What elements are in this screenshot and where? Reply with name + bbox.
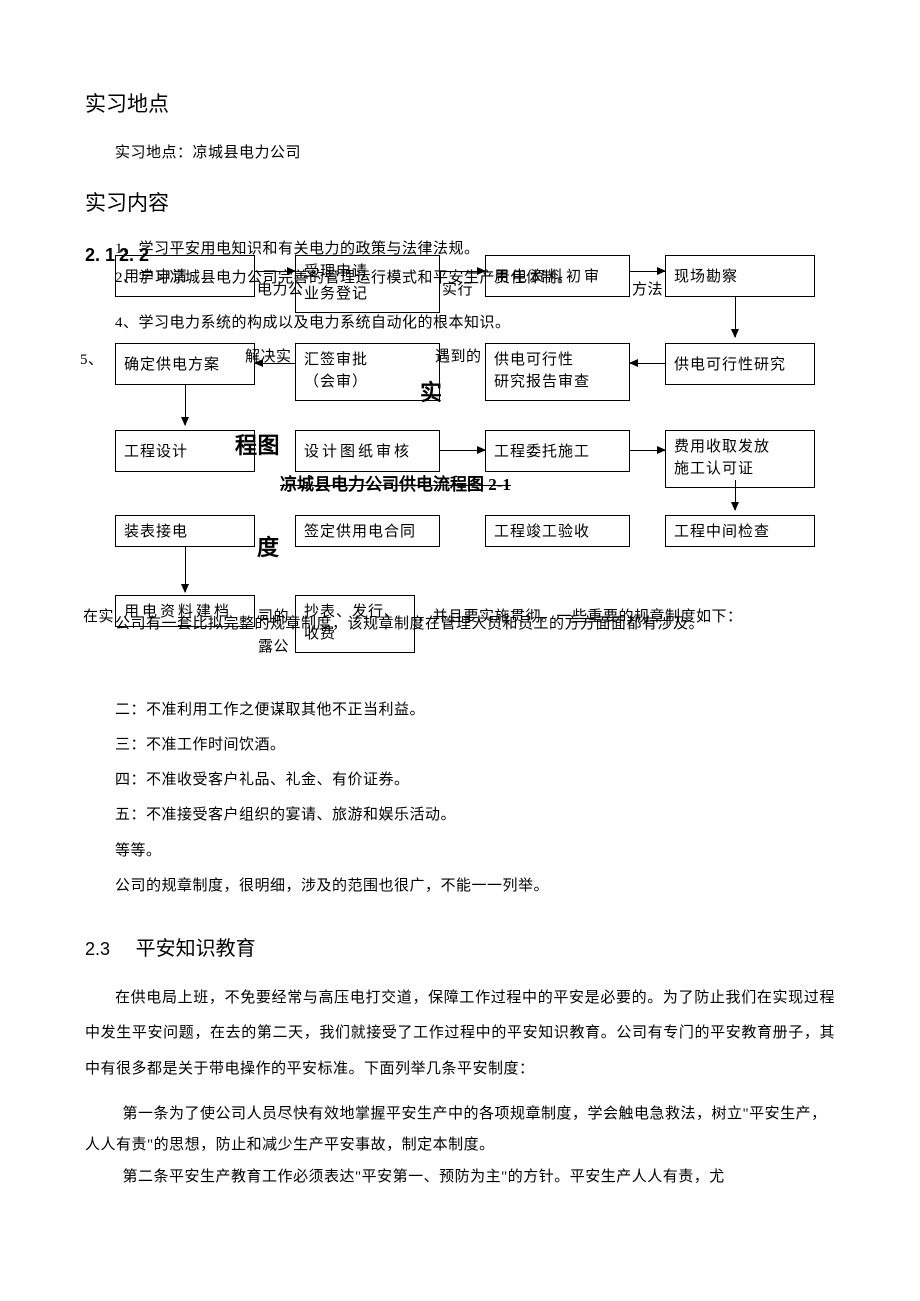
spacer2 <box>85 643 835 693</box>
safety-p2: 第一条为了使公司人员尽快有效地掌握平安生产中的各项规章制度，学会触电急救法，树立… <box>85 1099 835 1162</box>
content-item-1: 1、学习平安用电知识和有关电力的政策与法律法规。 <box>85 235 835 264</box>
rule-3: 三：不准工作时间饮酒。 <box>85 728 835 763</box>
rule-etc: 等等。 <box>85 834 835 869</box>
heading-place: 实习地点 <box>85 88 835 118</box>
heading-safety: 2.3 平安知识教育 <box>85 932 835 961</box>
heading-safety-text: 平安知识教育 <box>136 938 256 960</box>
heading-content: 实习内容 <box>85 187 835 217</box>
company-para: 公司有一套比拟完整的规章制度，该规章制度在管理人员和员工的方方面面都有涉及。 <box>85 607 835 642</box>
place-text: 实习地点：凉城县电力公司 <box>85 136 835 171</box>
heading-safety-num: 2.3 <box>85 939 110 959</box>
rule-summary: 公司的规章制度，很明细，涉及的范围也很广，不能一一列举。 <box>85 869 835 904</box>
rule-5: 五：不准接受客户组织的宴请、旅游和娱乐活动。 <box>85 798 835 833</box>
safety-p2-t: 第一条为了使公司人员尽快有效地掌握平安生产中的各项规章制度，学会触电急救法，树立… <box>85 1106 827 1154</box>
safety-p3: 第二条平安生产教育工作必须表达"平安第一、预防为主"的方针。平安生产人人有责，尤 <box>85 1162 835 1194</box>
rule-2: 二：不准利用工作之便谋取其他不正当利益。 <box>85 693 835 728</box>
content-item-2: 2、学习凉城县电力公司完善的管理运行模式和平安生产责任体制。 <box>85 264 835 293</box>
rule-4: 四：不准收受客户礼品、礼金、有价证券。 <box>85 763 835 798</box>
safety-p1: 在供电局上班，不免要经常与高压电打交道，保障工作过程中的平安是必要的。为了防止我… <box>85 981 835 1087</box>
